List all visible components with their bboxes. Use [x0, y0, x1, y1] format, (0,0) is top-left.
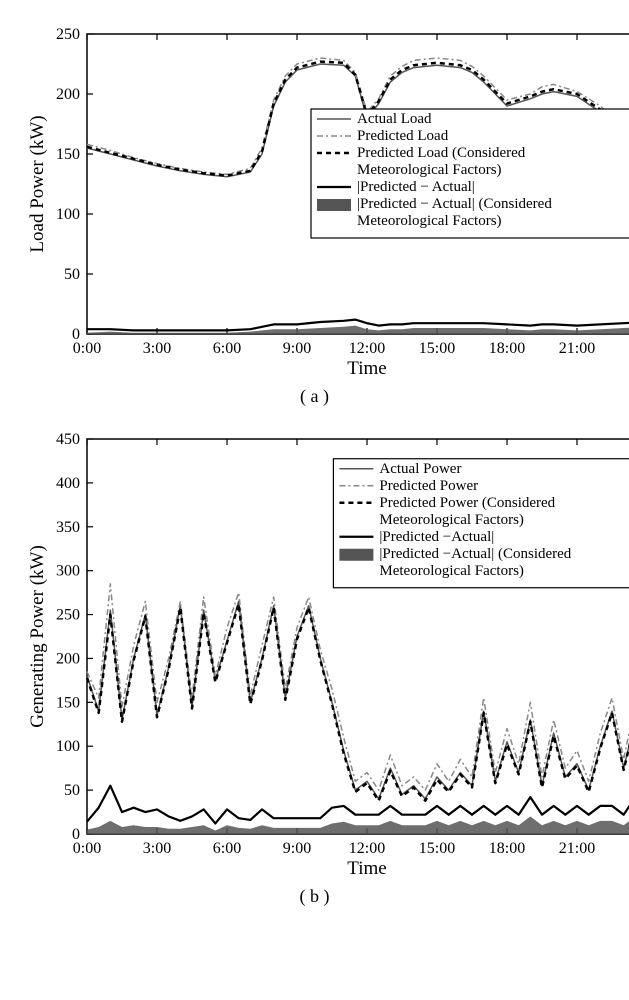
svg-text:21:00: 21:00 [559, 340, 595, 357]
svg-text:150: 150 [56, 694, 80, 711]
svg-text:6:00: 6:00 [213, 340, 241, 357]
svg-text:6:00: 6:00 [213, 840, 241, 857]
svg-text:Meteorological Factors): Meteorological Factors) [357, 213, 502, 229]
svg-text:Time: Time [347, 858, 386, 879]
svg-text:Predicted Power (Considered: Predicted Power (Considered [379, 495, 555, 511]
svg-text:12:00: 12:00 [349, 340, 385, 357]
svg-text:250: 250 [56, 26, 80, 43]
svg-text:Meteorological Factors): Meteorological Factors) [357, 162, 502, 178]
svg-text:300: 300 [56, 563, 80, 580]
svg-text:150: 150 [56, 146, 80, 163]
svg-text:15:00: 15:00 [419, 340, 455, 357]
svg-text:250: 250 [56, 607, 80, 624]
svg-text:18:00: 18:00 [489, 340, 525, 357]
svg-text:400: 400 [56, 475, 80, 492]
svg-text:350: 350 [56, 519, 80, 536]
svg-text:|Predicted − Actual| (Consider: |Predicted − Actual| (Considered [357, 196, 552, 212]
svg-text:200: 200 [56, 650, 80, 667]
svg-text:3:00: 3:00 [143, 840, 171, 857]
chart-a-container: 0501001502002500:003:006:009:0012:0015:0… [25, 20, 604, 407]
svg-text:200: 200 [56, 86, 80, 103]
svg-text:Actual Load: Actual Load [357, 111, 432, 127]
chart-a: 0501001502002500:003:006:009:0012:0015:0… [25, 20, 604, 380]
svg-text:Predicted Power: Predicted Power [379, 478, 478, 494]
svg-text:50: 50 [64, 782, 80, 799]
svg-text:450: 450 [56, 431, 80, 448]
svg-text:Load Power (kW): Load Power (kW) [27, 115, 48, 252]
svg-text:0:00: 0:00 [73, 840, 101, 857]
svg-text:|Predicted −Actual| (Considere: |Predicted −Actual| (Considered [379, 546, 571, 562]
svg-text:Meteorological Factors): Meteorological Factors) [379, 512, 524, 528]
chart-b-container: 0501001502002503003504004500:003:006:009… [25, 425, 604, 907]
svg-text:|Predicted − Actual|: |Predicted − Actual| [357, 179, 475, 195]
svg-text:9:00: 9:00 [283, 840, 311, 857]
svg-text:9:00: 9:00 [283, 340, 311, 357]
svg-text:Predicted Load: Predicted Load [357, 128, 449, 144]
svg-text:12:00: 12:00 [349, 840, 385, 857]
svg-text:21:00: 21:00 [559, 840, 595, 857]
svg-text:|Predicted −Actual|: |Predicted −Actual| [379, 529, 494, 545]
svg-text:Meteorological Factors): Meteorological Factors) [379, 563, 524, 579]
svg-text:Generating Power (kW): Generating Power (kW) [27, 545, 48, 728]
svg-text:100: 100 [56, 206, 80, 223]
chart-b-sublabel: ( b ) [25, 886, 604, 907]
chart-b: 0501001502002503003504004500:003:006:009… [25, 425, 604, 880]
svg-text:100: 100 [56, 738, 80, 755]
svg-text:3:00: 3:00 [143, 340, 171, 357]
svg-text:50: 50 [64, 266, 80, 283]
svg-text:0:00: 0:00 [73, 340, 101, 357]
chart-a-sublabel: ( a ) [25, 386, 604, 407]
svg-text:Predicted Load (Considered: Predicted Load (Considered [357, 145, 526, 161]
svg-text:15:00: 15:00 [419, 840, 455, 857]
svg-text:18:00: 18:00 [489, 840, 525, 857]
svg-text:Time: Time [347, 358, 386, 379]
svg-text:Actual Power: Actual Power [379, 461, 461, 477]
